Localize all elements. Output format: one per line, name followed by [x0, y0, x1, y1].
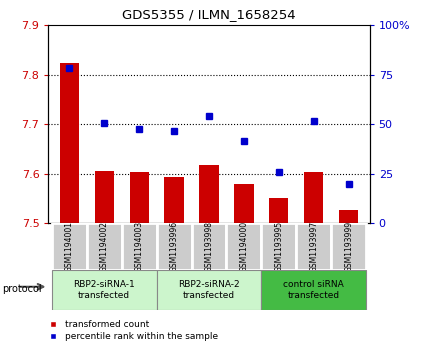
Text: GSM1194000: GSM1194000	[239, 221, 249, 272]
Bar	[157, 223, 191, 270]
Bar	[52, 270, 157, 310]
Bar	[60, 63, 79, 223]
Text: GSM1193995: GSM1193995	[274, 221, 283, 272]
Bar	[339, 210, 358, 223]
Bar	[87, 223, 122, 270]
Bar	[52, 223, 87, 270]
Text: RBP2-siRNA-2
transfected: RBP2-siRNA-2 transfected	[178, 280, 240, 301]
Legend: transformed count, percentile rank within the sample: transformed count, percentile rank withi…	[44, 320, 218, 341]
Bar	[95, 171, 114, 223]
Title: GDS5355 / ILMN_1658254: GDS5355 / ILMN_1658254	[122, 8, 296, 21]
Text: control siRNA
transfected: control siRNA transfected	[283, 280, 344, 301]
Bar	[191, 223, 227, 270]
Bar	[129, 172, 149, 223]
Bar	[165, 177, 183, 223]
Text: GSM1194002: GSM1194002	[100, 221, 109, 272]
Text: GSM1193997: GSM1193997	[309, 221, 318, 272]
Bar	[235, 184, 253, 223]
Bar	[331, 223, 366, 270]
Bar	[296, 223, 331, 270]
Text: GSM1194003: GSM1194003	[135, 221, 144, 272]
Bar	[227, 223, 261, 270]
Text: RBP2-siRNA-1
transfected: RBP2-siRNA-1 transfected	[73, 280, 135, 301]
Bar	[261, 270, 366, 310]
Text: protocol: protocol	[2, 284, 42, 294]
Bar	[261, 223, 296, 270]
Bar	[304, 172, 323, 223]
Bar	[269, 197, 289, 223]
Text: GSM1193996: GSM1193996	[169, 221, 179, 272]
Bar	[122, 223, 157, 270]
Bar	[157, 270, 261, 310]
Text: GSM1193999: GSM1193999	[344, 221, 353, 272]
Text: GSM1194001: GSM1194001	[65, 221, 74, 272]
Text: GSM1193998: GSM1193998	[205, 221, 213, 272]
Bar	[199, 166, 219, 223]
